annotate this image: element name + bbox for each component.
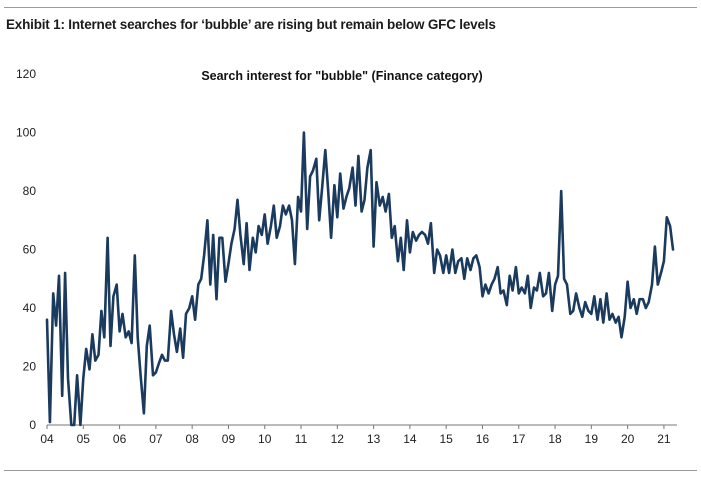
x-axis: 04 05 06 07 08 09 10 11 12 13 14 15 16 17 18 19 20 21 [40, 424, 677, 446]
x-tick-label: 20 [621, 432, 635, 446]
x-tick-label: 21 [657, 432, 671, 446]
x-tick-label: 16 [476, 432, 490, 446]
y-tick-label: 80 [23, 184, 37, 198]
top-rule [4, 7, 697, 8]
y-tick-label: 120 [16, 67, 36, 81]
x-tick-label: 19 [585, 432, 599, 446]
series-layer [45, 131, 675, 427]
x-tick-label: 09 [222, 432, 236, 446]
x-tick-label: 08 [185, 432, 199, 446]
y-tick-label: 20 [23, 360, 37, 374]
x-tick-label: 13 [367, 432, 381, 446]
y-axis: 0 20 40 60 80 100 120 [16, 67, 36, 432]
y-tick-label: 40 [23, 301, 37, 315]
x-tick-label: 18 [548, 432, 562, 446]
line-chart: Search interest for "bubble" (Finance ca… [16, 67, 677, 446]
x-tick-label: 17 [512, 432, 526, 446]
chart-title: Search interest for "bubble" (Finance ca… [201, 69, 482, 83]
bottom-rule [4, 470, 697, 471]
x-tick-label: 04 [40, 432, 54, 446]
x-tick-label: 05 [77, 432, 91, 446]
x-tick-label: 15 [440, 432, 454, 446]
y-tick-label: 0 [29, 418, 36, 432]
x-tick-label: 14 [403, 432, 417, 446]
x-tick-label: 11 [295, 432, 308, 446]
y-tick-label: 60 [23, 243, 37, 257]
y-tick-label: 100 [16, 126, 36, 140]
x-tick-label: 10 [258, 432, 272, 446]
x-tick-label: 06 [113, 432, 127, 446]
exhibit-title: Exhibit 1: Internet searches for ‘bubble… [6, 17, 496, 32]
series-line [45, 131, 675, 427]
x-tick-label: 07 [149, 432, 163, 446]
x-tick-label: 12 [331, 432, 345, 446]
